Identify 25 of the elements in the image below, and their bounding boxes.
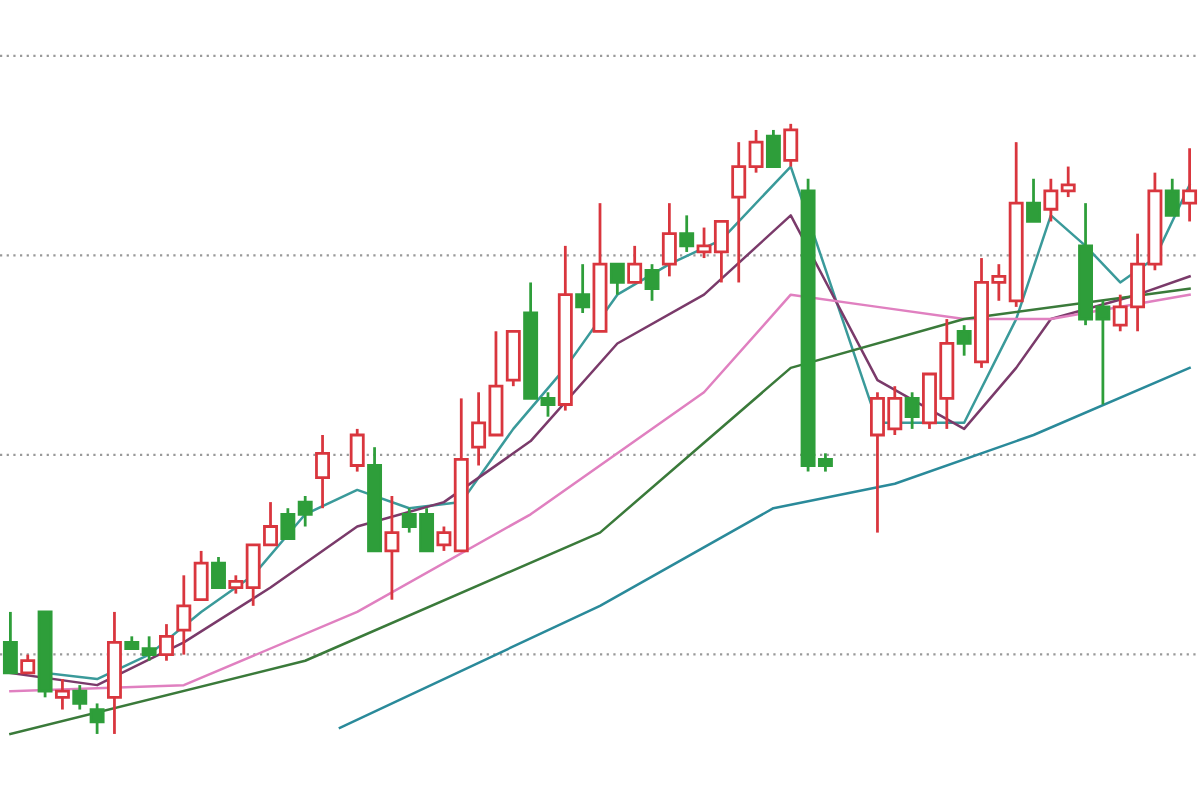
candlestick [956, 323, 972, 358]
candlestick [1182, 146, 1198, 223]
candlestick [2, 610, 18, 675]
candlestick [349, 427, 365, 473]
candlestick [89, 702, 105, 736]
candlestick [211, 555, 226, 589]
candlestick [72, 683, 88, 711]
candlestick [904, 390, 920, 431]
candlestick [661, 201, 677, 278]
candlestick [783, 122, 799, 168]
candlestick [609, 262, 625, 297]
candlestick [159, 622, 174, 663]
candlestick [644, 262, 660, 303]
candlestick [193, 549, 209, 602]
candlestick [176, 573, 192, 657]
candlestick [315, 433, 330, 510]
candlestick [1026, 177, 1041, 223]
candlestick [575, 262, 591, 315]
candlestick [679, 213, 695, 254]
candlestick [627, 244, 643, 284]
candlestick [54, 677, 70, 711]
candlestick [765, 128, 781, 168]
candlestick [384, 494, 400, 602]
candlestick [1164, 177, 1180, 217]
candlestick [20, 653, 36, 675]
